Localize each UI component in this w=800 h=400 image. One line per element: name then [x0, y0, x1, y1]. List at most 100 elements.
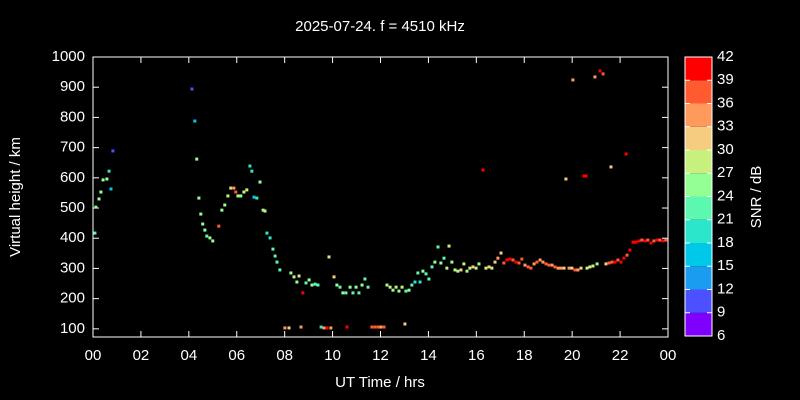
data-point [252, 195, 256, 199]
x-tick-label: 10 [324, 347, 341, 364]
data-point [658, 238, 662, 242]
data-point [573, 268, 577, 272]
colorbar-tick-label: 24 [717, 187, 734, 204]
data-point [287, 326, 291, 330]
colorbar-tick-label: 21 [717, 211, 734, 228]
colorbar-tick-label: 33 [717, 118, 734, 135]
data-point [255, 196, 259, 200]
data-point [609, 165, 613, 169]
data-point [385, 283, 389, 287]
data-point [613, 260, 617, 264]
data-point [242, 190, 246, 194]
data-point [348, 285, 352, 289]
data-point [532, 262, 536, 266]
data-point [450, 260, 454, 264]
data-point [278, 268, 282, 272]
data-point [250, 169, 254, 173]
data-point [619, 260, 623, 264]
colorbar-band [685, 103, 712, 127]
data-point [208, 236, 212, 240]
colorbar-band [685, 196, 712, 220]
data-point [505, 258, 509, 262]
data-point [310, 283, 314, 287]
x-tick-label: 04 [180, 347, 197, 364]
data-point [101, 178, 105, 182]
data-point [360, 283, 364, 287]
y-tick-label: 1000 [52, 48, 85, 65]
data-point [511, 258, 515, 262]
data-point [502, 261, 506, 265]
data-point [313, 282, 317, 286]
data-point [514, 260, 518, 264]
data-point [487, 265, 491, 269]
data-point [421, 269, 425, 273]
data-point [529, 266, 533, 270]
data-point [292, 275, 296, 279]
data-point [335, 283, 339, 287]
data-point [341, 291, 345, 295]
data-point [97, 197, 101, 201]
data-point [289, 271, 293, 275]
data-point [535, 260, 539, 264]
data-point [226, 194, 230, 198]
data-point [205, 234, 209, 238]
data-point [403, 322, 407, 326]
colorbar-band [685, 243, 712, 267]
data-point [236, 194, 240, 198]
x-tick-label: 00 [85, 347, 102, 364]
colorbar-band [685, 126, 712, 150]
data-point [366, 285, 370, 289]
data-point [571, 78, 575, 82]
data-point [538, 258, 542, 262]
data-point [304, 281, 308, 285]
data-point [316, 283, 320, 287]
data-point [436, 245, 440, 249]
data-point [625, 253, 629, 257]
data-point [319, 325, 323, 329]
data-point [430, 265, 434, 269]
data-point [553, 265, 557, 269]
data-point [526, 265, 530, 269]
data-point [407, 288, 411, 292]
data-point [217, 224, 221, 228]
data-point [418, 280, 422, 284]
x-tick-label: 08 [276, 347, 293, 364]
data-point [628, 248, 632, 252]
colorbar-tick-label: 9 [717, 304, 725, 321]
colorbar-band [685, 266, 712, 290]
data-point [584, 174, 588, 178]
data-point [607, 261, 611, 265]
colorbar-tick-label: 36 [717, 94, 734, 111]
colorbar-band [685, 312, 712, 336]
data-point [232, 186, 236, 190]
data-point [338, 285, 342, 289]
data-point [197, 196, 201, 200]
data-point [523, 263, 527, 267]
x-tick-label: 12 [372, 347, 389, 364]
data-point [462, 262, 466, 266]
data-point [517, 261, 521, 265]
data-point [229, 186, 233, 190]
data-point [484, 266, 488, 270]
data-point [199, 212, 203, 216]
data-point [588, 265, 592, 269]
data-point [357, 291, 361, 295]
data-point [394, 285, 398, 289]
data-point [93, 231, 97, 235]
y-tick-label: 600 [60, 169, 85, 186]
plot-frame [92, 56, 669, 338]
data-point [344, 291, 348, 295]
data-point [265, 231, 269, 235]
data-point [223, 203, 227, 207]
data-point [299, 325, 303, 329]
data-point [327, 255, 331, 259]
data-point [570, 266, 574, 270]
y-tick-label: 300 [60, 259, 85, 276]
y-tick-label: 100 [60, 320, 85, 337]
chart-title: 2025-07-24. f = 4510 kHz [295, 18, 465, 35]
y-tick-label: 900 [60, 78, 85, 95]
data-point [258, 180, 262, 184]
data-point [649, 241, 653, 245]
data-point [271, 247, 275, 251]
